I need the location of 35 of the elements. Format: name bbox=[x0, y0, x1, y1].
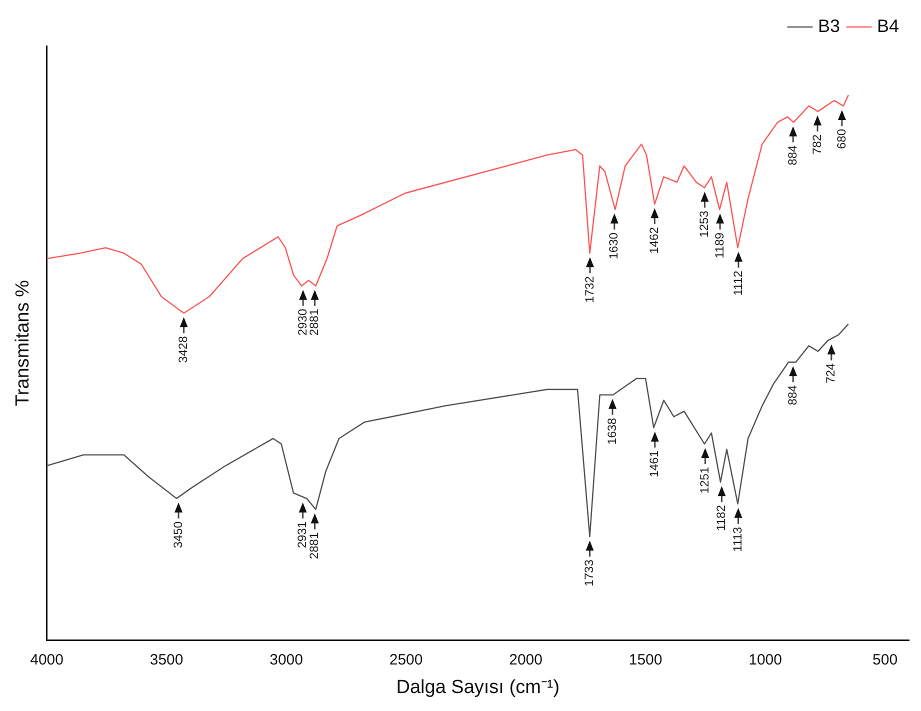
annotation: 1732 bbox=[582, 276, 596, 303]
annotation: 1733 bbox=[582, 559, 596, 586]
annotation: 1182 bbox=[714, 504, 728, 531]
x-tick-label: 1000 bbox=[748, 651, 782, 668]
annotation: 1630 bbox=[606, 232, 621, 260]
annotation: 1253 bbox=[697, 210, 712, 238]
annotation: 1461 bbox=[647, 450, 662, 478]
annotation: 724 bbox=[824, 363, 838, 384]
annotation: 884 bbox=[785, 384, 800, 406]
annotation: 680 bbox=[834, 128, 848, 149]
x-tick-label: 2000 bbox=[509, 651, 542, 668]
annotation: 782 bbox=[810, 134, 824, 154]
annotation: 2930 bbox=[295, 308, 310, 336]
annotation: 1113 bbox=[730, 526, 745, 552]
x-tick-label: 4000 bbox=[30, 651, 64, 668]
x-axis-title: Dalga Sayısı (cm⁻¹) bbox=[396, 676, 560, 698]
legend-label: B4 bbox=[876, 16, 900, 36]
annotation: 3450 bbox=[170, 521, 185, 548]
annotation: 1189 bbox=[712, 232, 726, 258]
annotation: 3428 bbox=[176, 336, 190, 363]
annotation: 1112 bbox=[730, 270, 745, 296]
y-axis-title: Transmitans % bbox=[12, 280, 34, 406]
x-tick-label: 3000 bbox=[270, 651, 303, 668]
annotation: 2881 bbox=[307, 308, 322, 336]
x-tick-label: 2500 bbox=[389, 651, 423, 668]
annotation: 2881 bbox=[307, 532, 322, 560]
x-tick-label: 3500 bbox=[150, 651, 184, 668]
annotation: 884 bbox=[785, 145, 800, 166]
legend-label: B3 bbox=[818, 16, 840, 36]
x-tick-label: 1500 bbox=[628, 651, 662, 668]
x-tick-label: 500 bbox=[872, 651, 898, 668]
annotation: 1638 bbox=[604, 418, 619, 445]
annotation: 1462 bbox=[646, 226, 661, 254]
annotation: 1251 bbox=[698, 466, 712, 494]
annotation: 2931 bbox=[295, 521, 310, 548]
